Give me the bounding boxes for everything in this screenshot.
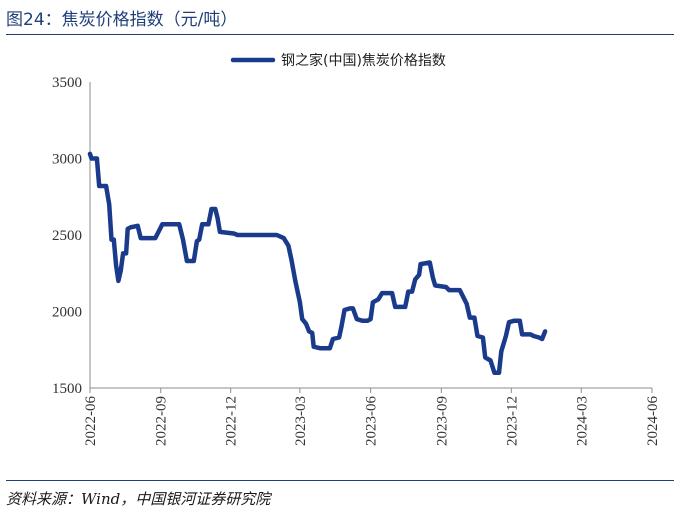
bottom-rule xyxy=(6,480,674,481)
y-tick-label: 1500 xyxy=(52,381,82,397)
y-tick-labels: 1500 2000 2500 3000 3500 xyxy=(52,75,82,397)
series-line xyxy=(87,151,548,375)
chart-axes xyxy=(89,82,652,389)
y-tick-label: 2000 xyxy=(52,305,82,321)
figure-title: 图24：焦炭价格指数（元/吨） xyxy=(6,10,238,30)
chart-legend: 钢之家(中国)焦炭价格指数 xyxy=(230,52,446,69)
x-tick-labels: 2022-06 2022-09 2022-12 2023-03 2023-06 2023-… xyxy=(83,388,661,446)
legend-label: 钢之家(中国)焦炭价格指数 xyxy=(281,52,446,69)
x-tick-label: 2023-06 xyxy=(364,396,380,446)
x-tick-label: 2023-09 xyxy=(434,396,450,446)
y-tick-label: 2500 xyxy=(52,228,82,244)
x-tick-label: 2022-09 xyxy=(154,396,170,446)
y-tick-label: 3000 xyxy=(52,152,82,168)
x-tick-label: 2023-12 xyxy=(504,396,520,446)
x-tick-label: 2024-03 xyxy=(574,396,590,446)
top-rule xyxy=(6,34,674,35)
y-tick-label: 3500 xyxy=(52,75,82,91)
source-note: 资料来源：Wind，中国银河证券研究院 xyxy=(6,490,271,508)
x-tick-label: 2023-03 xyxy=(293,396,309,446)
x-tick-label: 2022-12 xyxy=(224,396,240,446)
x-tick-label: 2022-06 xyxy=(83,396,99,446)
x-tick-label: 2024-06 xyxy=(645,396,661,446)
series-lines xyxy=(87,151,548,375)
